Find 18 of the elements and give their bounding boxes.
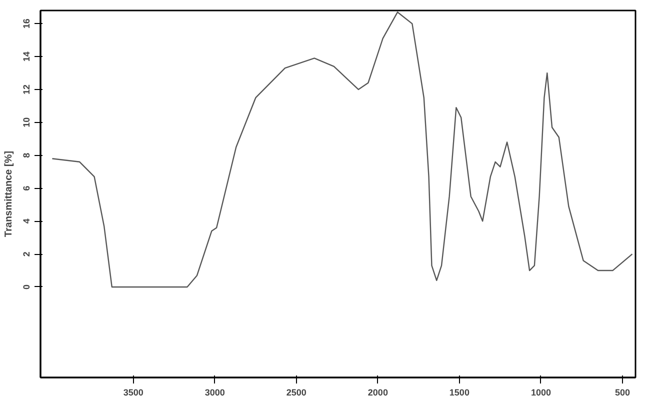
y-tick-label: 12	[22, 84, 32, 94]
y-tick-label: 6	[22, 186, 32, 191]
y-tick-label: 14	[22, 52, 32, 62]
line-series	[52, 12, 633, 288]
y-tick-label: 0	[22, 284, 32, 290]
x-tick-label: 3000	[204, 388, 225, 398]
y-tick-label: 8	[22, 152, 32, 158]
x-tick-label: 1500	[449, 388, 470, 398]
y-axis-title: Transmittance [%]	[4, 150, 14, 238]
y-tick-label: 2	[22, 252, 32, 257]
x-tick-label: 3500	[123, 388, 144, 398]
x-tick-label: 500	[614, 388, 630, 398]
y-tick-label: 10	[22, 117, 32, 128]
x-tick-label: 1000	[530, 388, 551, 398]
y-tick-label: 4	[22, 218, 32, 224]
x-tick-label: 2500	[286, 388, 306, 398]
x-tick-label: 2000	[368, 388, 388, 398]
y-tick-label: 16	[22, 18, 32, 29]
